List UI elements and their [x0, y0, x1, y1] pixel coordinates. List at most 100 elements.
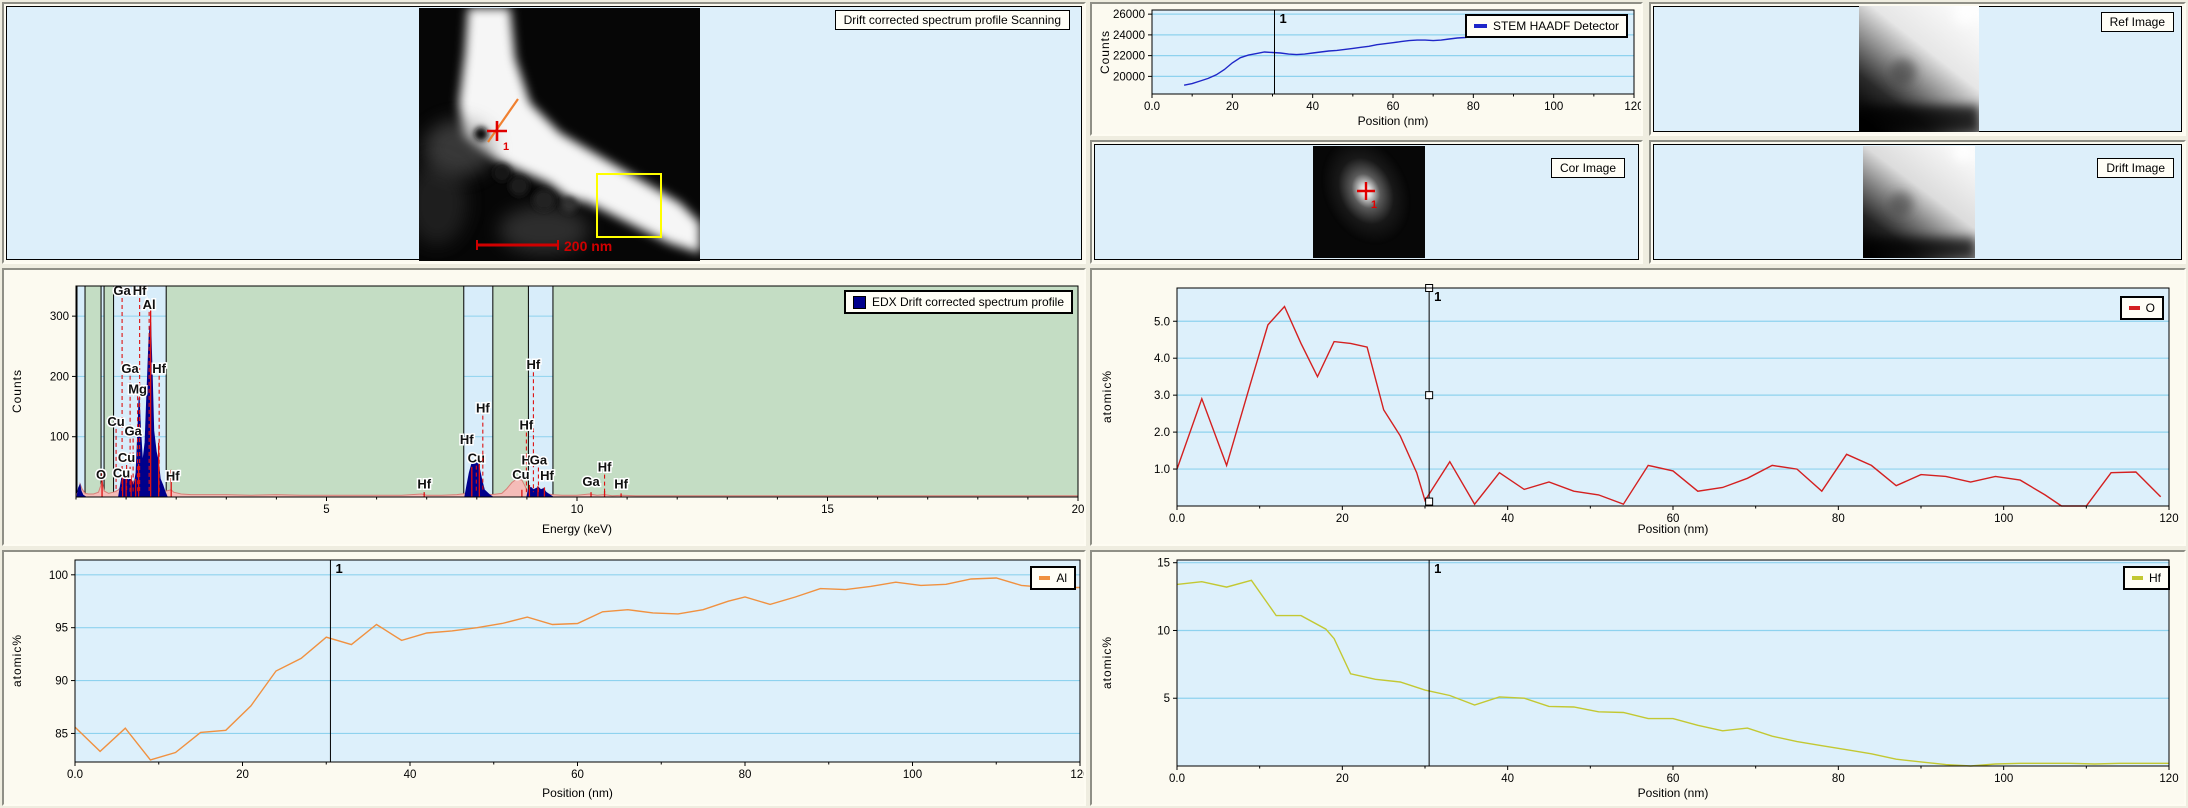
profile-marker-label: 1 [503, 141, 509, 153]
haadf-cursor-label: 1 [1280, 11, 1287, 26]
o-x-tick-label: 120 [2159, 513, 2178, 525]
hf-series-line [1176, 579, 2169, 767]
hf-x-tick-label: 80 [1832, 773, 1845, 785]
o-plot-area [1177, 288, 2169, 506]
edx-element-label: Hf [598, 460, 612, 475]
drift-roi-rect[interactable] [596, 173, 662, 238]
edx-y-axis-title: Counts [10, 369, 24, 414]
haadf-x-axis-title: Position (nm) [1357, 114, 1429, 128]
edx-element-label: Hf [540, 468, 554, 483]
panel-cor-image: Cor Image 1 [1090, 140, 1643, 264]
edx-plot-area [76, 286, 1078, 497]
o-x-tick-label: 0.0 [1169, 513, 1185, 525]
hf-x-axis-title: Position (nm) [1637, 786, 1709, 800]
haadf-legend-label: STEM HAADF Detector [1492, 19, 1619, 33]
edx-element-label: Ga [582, 474, 600, 489]
al-profile-chart[interactable]: 1 0.0 20 40 60 80 100 120 85 90 95 100 [4, 552, 1084, 804]
ref-panel-title-label: Ref Image [2109, 15, 2165, 29]
hf-x-tick-label: 60 [1667, 773, 1680, 785]
edx-x-tick-label: 5 [323, 504, 329, 516]
hf-plot-area [1177, 560, 2169, 766]
o-y-tick-label: 1.0 [1154, 464, 1170, 476]
edx-element-label: Ga [124, 424, 142, 439]
edx-element-label: Cu [468, 451, 485, 466]
al-x-tick-label: 20 [236, 769, 249, 781]
haadf-x-tick-label: 20 [1226, 101, 1239, 113]
edx-legend-label: EDX Drift corrected spectrum profile [871, 295, 1064, 309]
edx-element-label: O [96, 467, 106, 482]
scan-panel-title: Drift corrected spectrum profile Scannin… [834, 10, 1070, 30]
hf-y-tick-label: 5 [1164, 693, 1170, 705]
haadf-legend[interactable]: STEM HAADF Detector [1464, 14, 1628, 38]
scalebar-label: 200 nm [564, 238, 612, 254]
o-cursor-handle[interactable] [1425, 497, 1434, 506]
stem-image-content [419, 8, 700, 261]
scalebar [476, 240, 559, 250]
al-x-tick-label: 0.0 [67, 769, 83, 781]
ref-image-content [1859, 6, 1979, 132]
stem-image[interactable]: 1 200 nm [419, 8, 700, 261]
o-cursor-handle[interactable] [1425, 391, 1434, 400]
edx-selection-band-4[interactable] [528, 286, 553, 497]
panel-scan-image: Drift corrected spectrum profile Scannin… [2, 2, 1086, 264]
cor-marker-label: 1 [1371, 199, 1377, 211]
al-x-tick-label: 60 [571, 769, 584, 781]
al-legend-label: Al [1056, 571, 1067, 585]
o-legend[interactable]: O [2119, 296, 2164, 320]
hf-x-tick-label: 100 [1994, 773, 2013, 785]
drift-panel-title-label: Drift Image [2106, 161, 2165, 175]
edx-element-label: Ga [121, 361, 139, 376]
al-y-tick-label: 85 [55, 728, 68, 740]
al-x-tick-label: 120 [1070, 769, 1084, 781]
panel-hf-profile: 1 0.0 20 40 60 80 100 120 5 10 15 atomic% Position… [1090, 550, 2186, 806]
cor-panel-title-label: Cor Image [1559, 161, 1616, 175]
edx-legend-marker [852, 295, 866, 309]
o-y-tick-label: 2.0 [1154, 427, 1170, 439]
edx-element-label: Hf [166, 469, 180, 484]
o-y-tick-label: 3.0 [1154, 390, 1170, 402]
edx-element-label: Cu [512, 467, 529, 482]
hf-x-tick-label: 0.0 [1169, 773, 1185, 785]
o-profile-chart[interactable]: 1 0.0 20 40 60 80 100 120 1.0 2.0 3.0 4.0 5.0 [1092, 270, 2184, 544]
haadf-x-tick-label: 120 [1624, 101, 1641, 113]
haadf-x-tick-label: 40 [1306, 101, 1319, 113]
drift-image[interactable] [1863, 146, 1975, 258]
al-y-tick-label: 95 [55, 623, 68, 635]
cor-image[interactable]: 1 [1313, 146, 1425, 258]
ref-image[interactable] [1859, 6, 1979, 132]
al-x-tick-label: 80 [739, 769, 752, 781]
hf-profile-chart[interactable]: 1 0.0 20 40 60 80 100 120 5 10 15 [1092, 552, 2184, 804]
hf-legend[interactable]: Hf [2123, 566, 2170, 590]
al-legend[interactable]: Al [1030, 566, 1076, 590]
edx-element-label: Cu [107, 414, 124, 429]
o-cursor-label: 1 [1434, 289, 1441, 304]
edx-selection-band-0[interactable] [77, 286, 86, 497]
hf-x-tick-label: 40 [1501, 773, 1514, 785]
profile-line[interactable] [487, 98, 519, 143]
haadf-legend-marker [1473, 24, 1487, 28]
al-plot-area [75, 560, 1080, 762]
o-series-line [1176, 305, 2162, 507]
haadf-y-tick-label: 20000 [1113, 71, 1145, 83]
edx-element-label: Cu [118, 450, 135, 465]
edx-legend[interactable]: EDX Drift corrected spectrum profile [843, 290, 1073, 314]
al-x-axis-title: Position (nm) [542, 786, 613, 800]
panel-o-profile: 1 0.0 20 40 60 80 100 120 1.0 2.0 3.0 4.0 5.0 atomic… [1090, 268, 2186, 546]
haadf-y-axis-title: Counts [1098, 29, 1112, 75]
haadf-y-tick-label: 26000 [1113, 9, 1145, 21]
edx-element-label: Hf [152, 361, 166, 376]
haadf-x-tick-label: 60 [1387, 101, 1400, 113]
al-series-line [74, 577, 1080, 761]
edx-selection-band-3[interactable] [463, 286, 493, 497]
cor-marker-crosshair[interactable] [1357, 182, 1375, 200]
edx-selection-band-1[interactable] [101, 286, 105, 497]
haadf-y-tick-label: 24000 [1113, 30, 1145, 42]
haadf-x-tick-label: 100 [1544, 101, 1563, 113]
o-x-axis-title: Position (nm) [1637, 522, 1709, 536]
profile-marker-crosshair[interactable] [487, 121, 507, 141]
o-x-tick-label: 100 [1994, 513, 2013, 525]
edx-element-label: Hf [520, 417, 534, 432]
drift-panel-title: Drift Image [2097, 158, 2174, 178]
edx-element-label: Hf [527, 357, 541, 372]
